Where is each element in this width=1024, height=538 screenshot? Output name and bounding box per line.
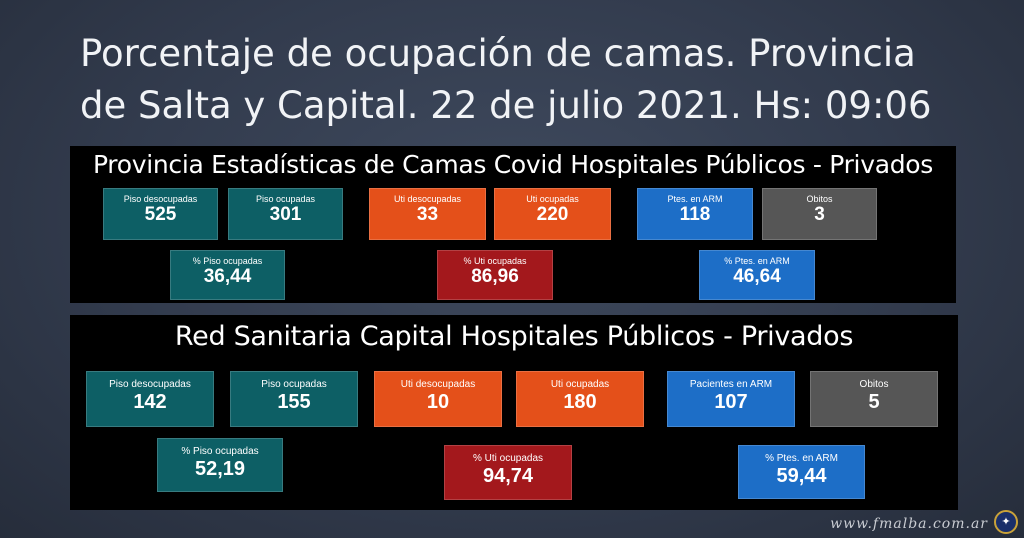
tile-label: Obitos bbox=[859, 379, 889, 390]
tile-value: 33 bbox=[416, 204, 439, 225]
capital-heading: Red Sanitaria Capital Hospitales Público… bbox=[174, 321, 854, 352]
radio-logo-icon: ✦ bbox=[994, 510, 1018, 534]
tile-value: 3 bbox=[814, 204, 825, 225]
capital-pct-piso-tile: % Piso ocupadas 52,19 bbox=[157, 438, 283, 492]
tile-label: Piso desocupadas bbox=[109, 379, 191, 390]
provincia-panel: Provincia Estadísticas de Camas Covid Ho… bbox=[70, 146, 956, 303]
provincia-pct-arm-tile: % Ptes. en ARM 46,64 bbox=[699, 250, 815, 300]
capital-uti-desocupadas-tile: Uti desocupadas 10 bbox=[374, 371, 502, 427]
provincia-heading: Provincia Estadísticas de Camas Covid Ho… bbox=[92, 150, 934, 179]
tile-value: 36,44 bbox=[203, 266, 252, 287]
tile-value: 180 bbox=[563, 391, 597, 413]
tile-label: Piso desocupadas bbox=[123, 194, 198, 204]
tile-label: Piso ocupadas bbox=[261, 379, 327, 390]
slide-title: Porcentaje de ocupación de camas. Provin… bbox=[80, 32, 932, 127]
tile-value: 525 bbox=[144, 204, 177, 225]
tile-label: % Piso ocupadas bbox=[192, 256, 263, 266]
capital-panel: Red Sanitaria Capital Hospitales Público… bbox=[70, 315, 958, 510]
capital-uti-ocupadas-tile: Uti ocupadas 180 bbox=[516, 371, 644, 427]
tile-value: 10 bbox=[426, 391, 450, 413]
tile-label: % Uti ocupadas bbox=[463, 256, 527, 266]
provincia-uti-desocupadas-tile: Uti desocupadas 33 bbox=[369, 188, 486, 240]
tile-label: % Piso ocupadas bbox=[181, 446, 259, 457]
tile-label: Pacientes en ARM bbox=[689, 379, 773, 390]
tile-value: 86,96 bbox=[471, 266, 519, 287]
capital-piso-ocupadas-tile: Piso ocupadas 155 bbox=[230, 371, 358, 427]
tile-value: 5 bbox=[868, 391, 880, 413]
tile-value: 220 bbox=[536, 204, 569, 225]
capital-pct-arm-tile: % Ptes. en ARM 59,44 bbox=[738, 445, 865, 499]
capital-obitos-tile: Obitos 5 bbox=[810, 371, 938, 427]
tile-value: 142 bbox=[133, 391, 167, 413]
tile-value: 52,19 bbox=[194, 458, 246, 480]
watermark: www.fmalba.com.ar bbox=[830, 516, 988, 532]
provincia-pct-piso-tile: % Piso ocupadas 36,44 bbox=[170, 250, 285, 300]
provincia-uti-ocupadas-tile: Uti ocupadas 220 bbox=[494, 188, 611, 240]
provincia-piso-desocupadas-tile: Piso desocupadas 525 bbox=[103, 188, 218, 240]
capital-piso-desocupadas-tile: Piso desocupadas 142 bbox=[86, 371, 214, 427]
tile-label: Uti desocupadas bbox=[393, 194, 462, 204]
tile-label: Obitos bbox=[806, 194, 833, 204]
tile-label: Uti desocupadas bbox=[400, 379, 476, 390]
provincia-piso-ocupadas-tile: Piso ocupadas 301 bbox=[228, 188, 343, 240]
tile-label: % Ptes. en ARM bbox=[765, 453, 838, 464]
tile-label: Uti ocupadas bbox=[550, 379, 610, 390]
tile-label: Uti ocupadas bbox=[526, 194, 579, 204]
provincia-obitos-tile: Obitos 3 bbox=[762, 188, 877, 240]
tile-label: % Uti ocupadas bbox=[472, 453, 544, 464]
capital-pacientes-arm-tile: Pacientes en ARM 107 bbox=[667, 371, 795, 427]
provincia-ptes-arm-tile: Ptes. en ARM 118 bbox=[637, 188, 753, 240]
tile-value: 301 bbox=[269, 204, 302, 225]
provincia-pct-uti-tile: % Uti ocupadas 86,96 bbox=[437, 250, 553, 300]
tile-label: % Ptes. en ARM bbox=[724, 256, 790, 266]
tile-value: 94,74 bbox=[482, 465, 534, 487]
tile-value: 46,64 bbox=[733, 266, 781, 287]
tile-value: 118 bbox=[679, 204, 711, 225]
tile-value: 59,44 bbox=[776, 465, 827, 487]
tile-label: Ptes. en ARM bbox=[667, 194, 723, 204]
tile-value: 155 bbox=[277, 391, 311, 413]
tile-label: Piso ocupadas bbox=[255, 194, 316, 204]
tile-value: 107 bbox=[714, 391, 748, 413]
capital-pct-uti-tile: % Uti ocupadas 94,74 bbox=[444, 445, 572, 500]
